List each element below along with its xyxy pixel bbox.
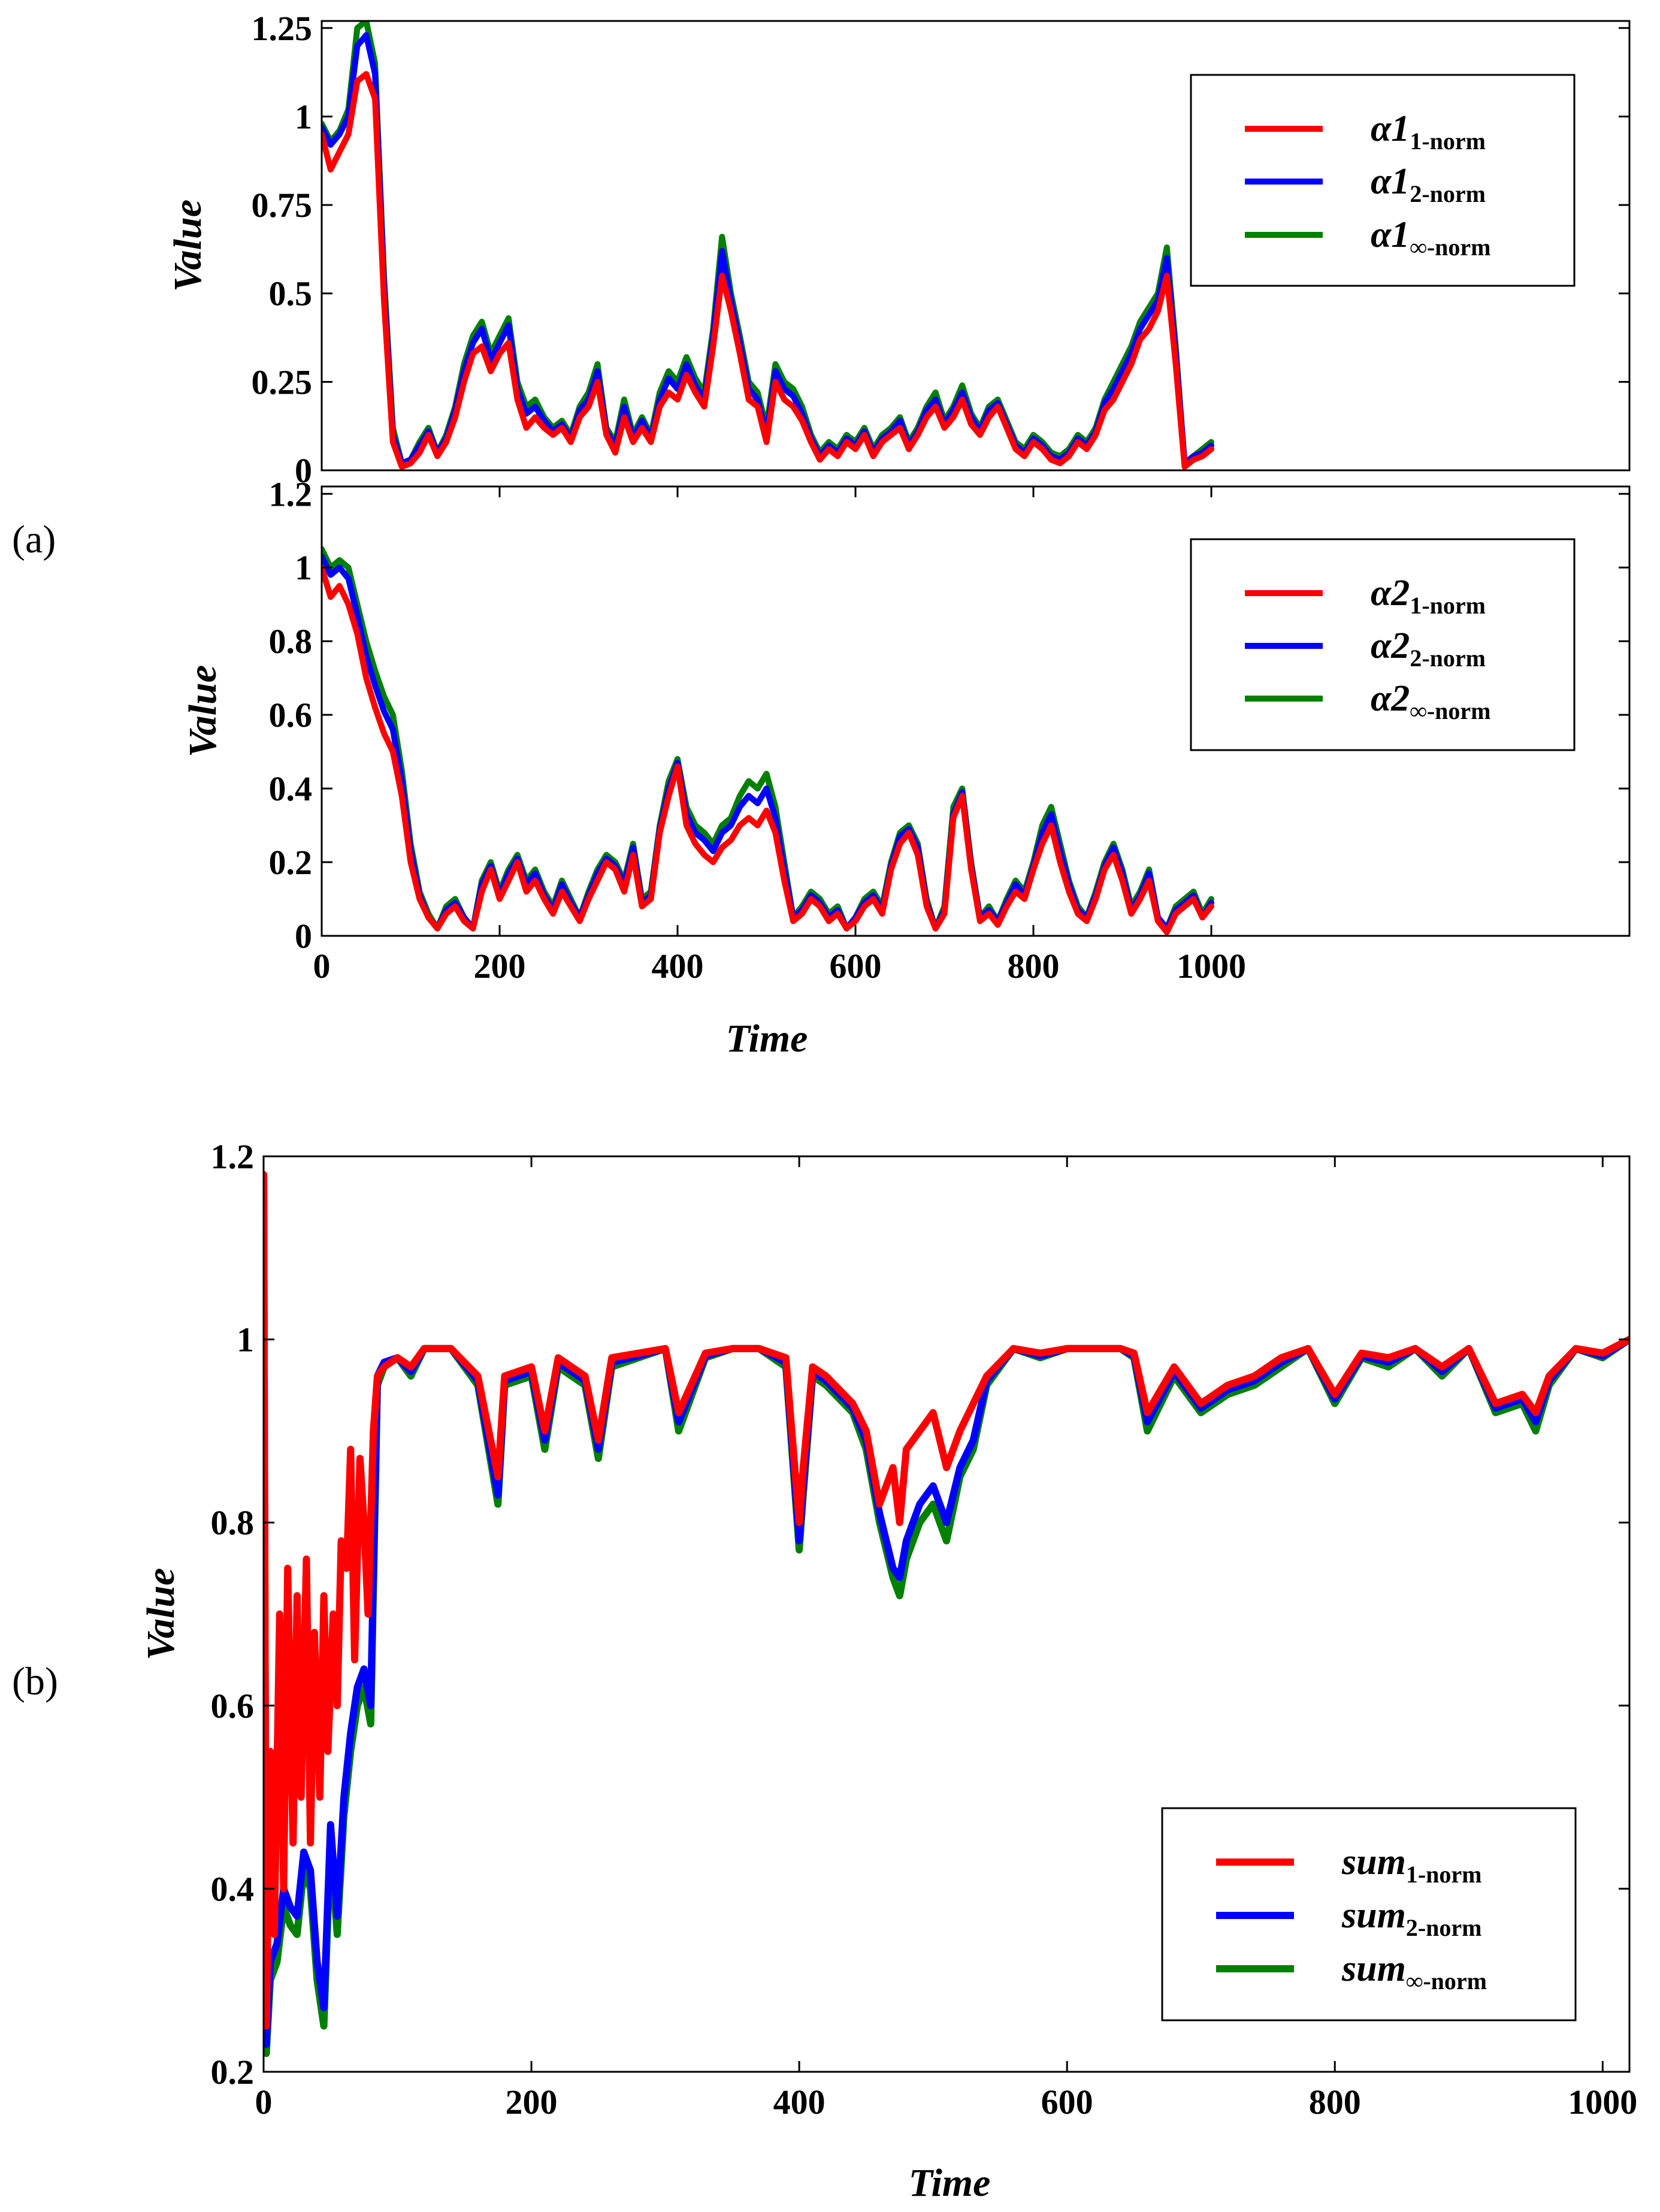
legend-label-sub: ∞-norm (1406, 1968, 1487, 1995)
legend-label: α22-norm (1371, 625, 1486, 672)
series-line-inf-norm (322, 546, 1214, 932)
series-line-2-norm (322, 553, 1214, 932)
y-tick-label: 1 (295, 97, 312, 136)
x-tick-label: 400 (652, 947, 704, 986)
y-axis-title: Value (139, 1568, 183, 1660)
x-tick-label: 0 (255, 2083, 273, 2122)
series-group (322, 546, 1214, 935)
chart-alpha1: 00.250.50.7511.25Valueα11-normα12-normα1… (166, 9, 1631, 490)
legend-label: sum1-norm (1341, 1842, 1481, 1888)
y-tick-label: 1 (237, 1320, 254, 1359)
x-tick-label: 200 (474, 947, 526, 986)
x-tick-label: 600 (830, 947, 882, 986)
y-tick-label: 0 (295, 917, 312, 956)
y-tick-label: 0.6 (269, 696, 313, 735)
legend-label-name: α2 (1371, 678, 1410, 719)
y-axis-title: Value (166, 200, 210, 292)
legend-label-sub: ∞-norm (1410, 234, 1490, 261)
x-axis-title: Time (726, 1017, 808, 1060)
legend-label-sub: 2-norm (1410, 645, 1486, 672)
panel-label-a: (a) (12, 518, 56, 561)
legend-label-sub: 1-norm (1406, 1861, 1482, 1888)
y-tick-label: 0.8 (211, 1503, 255, 1542)
x-axis-title: Time (909, 2161, 991, 2205)
y-tick-label: 0.75 (252, 186, 313, 225)
legend-label: α12-norm (1371, 161, 1486, 207)
legend-label-name: α2 (1371, 625, 1410, 666)
legend-label-sub: 1-norm (1410, 128, 1486, 155)
legend-label-sub: 2-norm (1410, 180, 1486, 207)
y-tick-label: 0.8 (269, 622, 313, 661)
series-line-1-norm (322, 71, 1214, 470)
y-tick-label: 1.25 (252, 9, 313, 48)
plot-frame (320, 485, 1631, 937)
series-line-1-norm (264, 1171, 1629, 2030)
y-tick-label: 0.2 (269, 843, 313, 882)
chart-sum: 0.2 0.4 0.6 0.8 1 1.2 0 200 400 600 800 1000 Value Ti… (139, 1137, 1637, 2205)
y-tick-label: 0.25 (252, 362, 313, 401)
y-tick-label: 0.5 (269, 274, 313, 313)
legend-label-sub: ∞-norm (1410, 697, 1490, 724)
legend-label-name: sum (1341, 1842, 1406, 1882)
x-tick-label: 200 (506, 2083, 558, 2122)
legend-label: sum∞-norm (1341, 1948, 1487, 1995)
plot-frame (262, 1155, 1631, 2073)
legend-label: α11-norm (1371, 108, 1486, 155)
x-tick-label: 800 (1309, 2083, 1361, 2122)
x-tick-label: 1000 (1568, 2083, 1637, 2122)
y-tick-label: 0.4 (269, 769, 313, 808)
series-group (264, 1171, 1629, 2057)
y-tick-label: 1.2 (211, 1137, 255, 1176)
y-tick-label: 0.2 (211, 2053, 255, 2092)
legend-label-name: α1 (1371, 161, 1410, 202)
series-line-1-norm (322, 564, 1214, 935)
y-axis-title: Value (181, 665, 225, 757)
y-tick-label: 0.4 (211, 1869, 255, 1908)
series-group (322, 21, 1214, 470)
x-tick-label: 0 (313, 947, 331, 986)
legend-label: α1∞-norm (1371, 214, 1490, 261)
y-tick-label: 1 (295, 548, 312, 587)
y-tick-label: 1.2 (269, 475, 313, 513)
y-tick-label: 0.6 (211, 1687, 255, 1726)
x-tick-label: 800 (1008, 947, 1060, 986)
chart-alpha2: 0 0.2 0.4 0.6 0.8 1 1.2 0 200 400 600 800 1000 Value T… (181, 475, 1631, 1060)
plot-frame (320, 20, 1631, 472)
series-line-2-norm (322, 32, 1214, 467)
legend-label: α21-norm (1371, 573, 1486, 619)
legend-label-name: α1 (1371, 108, 1410, 149)
panel-label-b: (b) (12, 1660, 58, 1703)
legend-label-sub: 2-norm (1406, 1914, 1482, 1941)
x-tick-label: 400 (773, 2083, 826, 2122)
x-tick-label: 1000 (1177, 947, 1246, 986)
legend-label: sum2-norm (1341, 1895, 1481, 1941)
y-tick-label: 0 (295, 451, 312, 490)
legend-label-name: α2 (1371, 573, 1410, 614)
legend-label-name: α1 (1371, 214, 1410, 255)
legend-label-sub: 1-norm (1410, 592, 1486, 619)
legend-label-name: sum (1341, 1895, 1406, 1936)
legend-label: α2∞-norm (1371, 678, 1490, 724)
x-tick-label: 600 (1041, 2083, 1093, 2122)
legend-label-name: sum (1341, 1948, 1406, 1989)
